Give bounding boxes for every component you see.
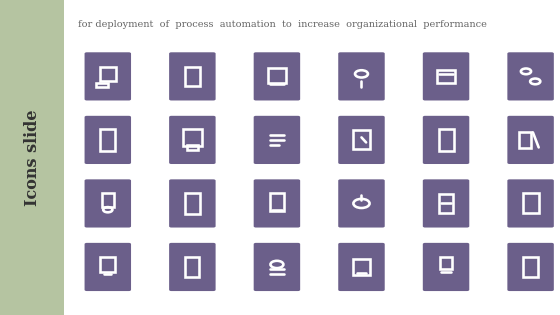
FancyBboxPatch shape <box>423 52 469 100</box>
FancyBboxPatch shape <box>507 116 554 164</box>
Text: Icons slide: Icons slide <box>24 109 41 206</box>
FancyBboxPatch shape <box>169 116 216 164</box>
FancyBboxPatch shape <box>338 243 385 291</box>
FancyBboxPatch shape <box>254 52 300 100</box>
FancyBboxPatch shape <box>338 116 385 164</box>
FancyBboxPatch shape <box>85 116 131 164</box>
FancyBboxPatch shape <box>169 243 216 291</box>
FancyBboxPatch shape <box>85 243 131 291</box>
FancyBboxPatch shape <box>338 52 385 100</box>
FancyBboxPatch shape <box>254 116 300 164</box>
FancyBboxPatch shape <box>169 179 216 227</box>
FancyBboxPatch shape <box>169 52 216 100</box>
FancyBboxPatch shape <box>85 179 131 227</box>
FancyBboxPatch shape <box>0 0 64 315</box>
FancyBboxPatch shape <box>423 116 469 164</box>
FancyBboxPatch shape <box>507 243 554 291</box>
FancyBboxPatch shape <box>507 179 554 227</box>
FancyBboxPatch shape <box>85 52 131 100</box>
Text: for deployment  of  process  automation  to  increase  organizational  performan: for deployment of process automation to … <box>78 20 487 30</box>
FancyBboxPatch shape <box>254 179 300 227</box>
FancyBboxPatch shape <box>338 179 385 227</box>
FancyBboxPatch shape <box>423 243 469 291</box>
FancyBboxPatch shape <box>507 52 554 100</box>
FancyBboxPatch shape <box>423 179 469 227</box>
FancyBboxPatch shape <box>254 243 300 291</box>
